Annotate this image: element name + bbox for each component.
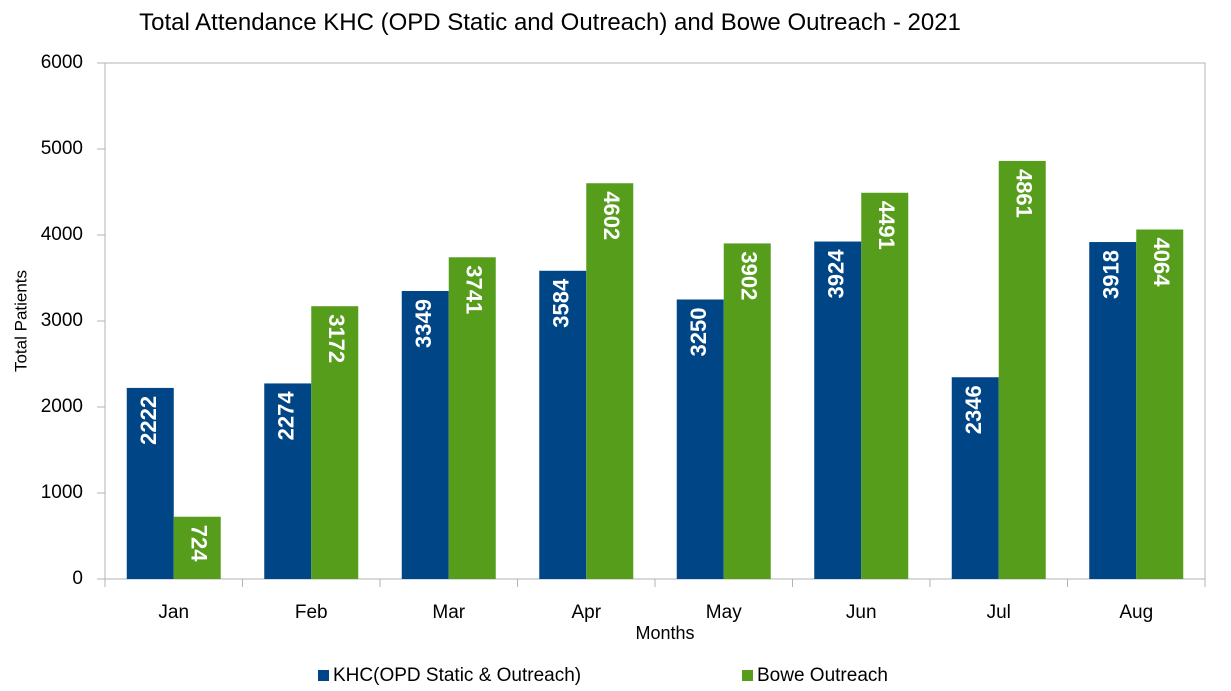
x-axis-label: Months: [635, 623, 694, 643]
bar: [723, 243, 771, 580]
data-label: 4064: [1149, 237, 1174, 287]
y-tick-label: 5000: [41, 138, 83, 159]
bar: [676, 299, 724, 579]
chart-title: Total Attendance KHC (OPD Static and Out…: [139, 9, 961, 36]
x-tick-label: Feb: [295, 602, 328, 623]
y-tick-label: 0: [72, 568, 83, 589]
data-label: 4602: [599, 191, 624, 240]
x-tick-label: Jan: [158, 602, 189, 623]
x-tick-label: Aug: [1119, 602, 1153, 623]
data-label: 3172: [324, 314, 349, 363]
x-tick-label: Jul: [987, 602, 1011, 623]
data-label: 3741: [461, 265, 486, 314]
data-label: 3584: [549, 278, 574, 328]
legend-label: KHC(OPD Static & Outreach): [333, 665, 581, 686]
data-label: 3924: [824, 249, 849, 299]
data-label: 4491: [874, 201, 899, 250]
bar: [951, 377, 999, 579]
bar: [1089, 242, 1137, 579]
y-tick-label: 2000: [41, 396, 83, 417]
y-tick-label: 4000: [41, 224, 83, 245]
legend-label: Bowe Outreach: [757, 665, 888, 686]
data-label: 3918: [1099, 250, 1124, 299]
y-axis-label: Total Patients: [11, 270, 30, 372]
x-tick-label: Mar: [432, 602, 465, 623]
x-tick-label: May: [706, 602, 742, 623]
x-tick-label: Jun: [846, 602, 877, 623]
legend-swatch: [318, 670, 329, 681]
y-tick-label: 3000: [41, 310, 83, 331]
data-label: 3250: [686, 308, 711, 357]
data-label: 2346: [961, 385, 986, 434]
y-tick-label: 1000: [41, 482, 83, 503]
bar: [311, 306, 359, 579]
bar: [401, 290, 449, 579]
data-label: 3902: [736, 251, 761, 300]
bar: [1136, 229, 1184, 579]
bar: [586, 183, 634, 579]
bar: [539, 270, 587, 579]
legend-swatch: [742, 670, 753, 681]
bar: [814, 241, 862, 579]
y-tick-label: 6000: [41, 52, 83, 73]
x-tick-label: Apr: [571, 602, 601, 623]
bar: [126, 387, 174, 579]
data-label: 724: [186, 525, 211, 562]
data-label: 4861: [1011, 169, 1036, 218]
bar: [264, 383, 312, 579]
bar: [861, 192, 909, 580]
data-label: 2222: [136, 396, 161, 445]
bar: [448, 257, 496, 579]
bar: [998, 160, 1046, 580]
data-label: 3349: [411, 299, 436, 348]
bar: [173, 516, 221, 579]
data-label: 2274: [274, 391, 299, 441]
